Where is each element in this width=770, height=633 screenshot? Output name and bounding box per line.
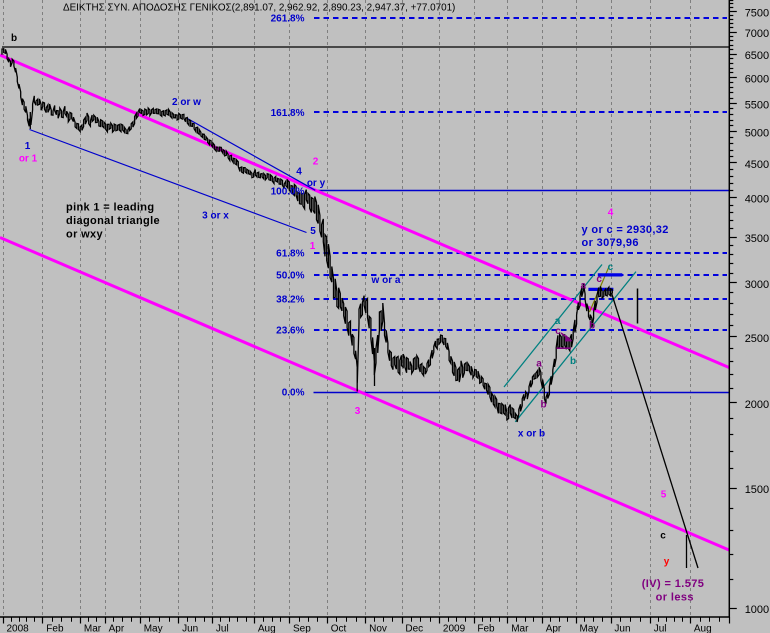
svg-text:23.6%: 23.6%: [276, 325, 304, 336]
svg-text:5000: 5000: [745, 128, 769, 140]
svg-text:Apr: Apr: [546, 624, 562, 633]
svg-text:or 3079,96: or 3079,96: [582, 237, 639, 249]
svg-text:5: 5: [661, 490, 667, 501]
svg-text:4000: 4000: [745, 194, 769, 206]
svg-text:b: b: [570, 356, 576, 367]
svg-text:161.8%: 161.8%: [271, 108, 305, 119]
svg-text:Apr: Apr: [109, 624, 125, 633]
svg-text:Aug: Aug: [258, 624, 276, 633]
svg-text:5: 5: [310, 226, 316, 237]
svg-text:3 or x: 3 or x: [202, 211, 229, 222]
svg-text:3000: 3000: [745, 279, 769, 291]
svg-text:Jul: Jul: [654, 624, 667, 633]
svg-text:7500: 7500: [745, 8, 769, 20]
svg-text:1500: 1500: [745, 484, 769, 496]
svg-text:6500: 6500: [745, 50, 769, 62]
svg-text:38.2%: 38.2%: [276, 295, 304, 306]
svg-text:4: 4: [608, 208, 614, 219]
svg-text:diagonal triangle: diagonal triangle: [66, 215, 160, 227]
svg-text:or y: or y: [307, 178, 326, 189]
svg-text:May: May: [580, 624, 599, 633]
svg-text:a: a: [555, 316, 561, 327]
svg-text:c: c: [660, 531, 666, 542]
svg-text:4500: 4500: [745, 159, 769, 171]
svg-text:Mar: Mar: [511, 624, 529, 633]
svg-text:ΔΕΙΚΤΗΣ ΣΥΝ. ΑΠΟΔΟΣΗΣ ΓΕΝΙΚΟΣ(: ΔΕΙΚΤΗΣ ΣΥΝ. ΑΠΟΔΟΣΗΣ ΓΕΝΙΚΟΣ(2,891.07, …: [63, 3, 455, 14]
svg-text:a: a: [536, 359, 542, 370]
svg-text:y or c = 2930,32: y or c = 2930,32: [582, 224, 669, 236]
svg-text:or 1: or 1: [19, 154, 38, 165]
svg-text:Jul: Jul: [216, 624, 229, 633]
svg-text:261.8%: 261.8%: [271, 14, 305, 25]
svg-text:Jun: Jun: [614, 624, 630, 633]
svg-text:b: b: [11, 33, 17, 44]
svg-text:x or b: x or b: [518, 429, 545, 440]
svg-text:2500: 2500: [745, 333, 769, 345]
svg-text:6000: 6000: [745, 74, 769, 86]
svg-text:2008: 2008: [7, 624, 30, 633]
svg-text:May: May: [144, 624, 163, 633]
svg-text:7000: 7000: [745, 28, 769, 40]
svg-text:100.0%: 100.0%: [271, 187, 305, 198]
svg-text:Feb: Feb: [477, 624, 495, 633]
svg-text:Sep: Sep: [293, 624, 311, 633]
svg-text:2: 2: [313, 157, 319, 168]
svg-text:Mar: Mar: [84, 624, 102, 633]
svg-text:50.0%: 50.0%: [276, 270, 304, 281]
svg-text:y: y: [664, 557, 670, 568]
svg-text:1: 1: [25, 141, 31, 152]
svg-text:Oct: Oct: [331, 624, 347, 633]
svg-text:or wxy: or wxy: [66, 229, 103, 241]
svg-text:(IV) = 1.575: (IV) = 1.575: [642, 578, 705, 590]
svg-text:4: 4: [296, 167, 302, 178]
svg-text:1000: 1000: [745, 604, 769, 616]
svg-text:c: c: [608, 262, 614, 273]
svg-text:Feb: Feb: [46, 624, 64, 633]
svg-text:a: a: [581, 281, 587, 292]
svg-text:Dec: Dec: [405, 624, 423, 633]
svg-text:b: b: [540, 400, 546, 411]
svg-text:1: 1: [310, 241, 316, 252]
svg-text:Jun: Jun: [182, 624, 198, 633]
svg-text:Aug: Aug: [694, 624, 712, 633]
svg-text:c: c: [596, 274, 602, 285]
svg-text:pink 1 = leading: pink 1 = leading: [66, 202, 154, 214]
svg-text:b: b: [589, 321, 595, 332]
svg-text:Nov: Nov: [369, 624, 387, 633]
svg-text:61.8%: 61.8%: [276, 249, 304, 260]
svg-text:3500: 3500: [745, 233, 769, 245]
svg-text:2 or w: 2 or w: [172, 97, 201, 108]
svg-text:c: c: [555, 326, 561, 337]
svg-text:2000: 2000: [745, 399, 769, 411]
svg-text:0.0%: 0.0%: [282, 388, 305, 399]
svg-text:5500: 5500: [745, 99, 769, 111]
svg-text:2009: 2009: [443, 624, 466, 633]
svg-text:3: 3: [355, 406, 361, 417]
svg-text:or less: or less: [656, 592, 694, 604]
svg-text:w or a: w or a: [371, 275, 401, 286]
